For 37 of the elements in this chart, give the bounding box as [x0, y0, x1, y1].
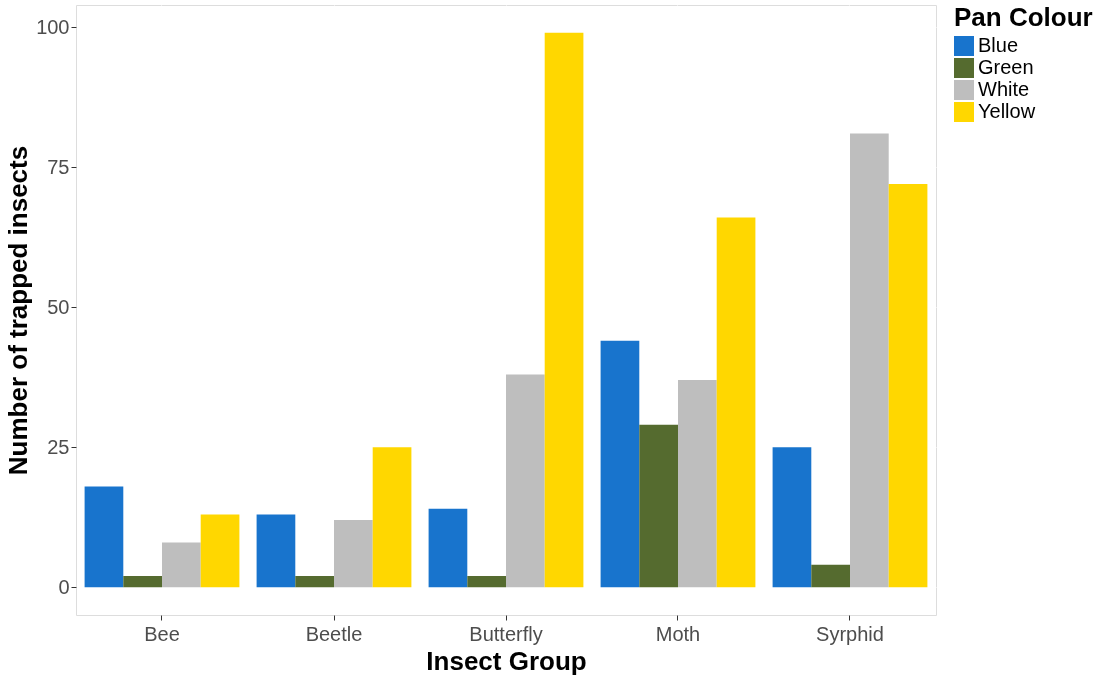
bar	[200, 514, 240, 588]
bar	[506, 374, 545, 588]
y-tick-label: 75	[47, 155, 70, 178]
bar	[772, 447, 812, 588]
bar	[256, 514, 296, 588]
bar	[678, 380, 717, 588]
bar	[334, 520, 373, 588]
x-tick-label: Syrphid	[816, 622, 884, 645]
legend-label: Yellow	[978, 100, 1036, 122]
legend-title: Pan Colour	[954, 2, 1093, 32]
x-tick-label: Moth	[655, 622, 701, 645]
y-tick-label: 25	[47, 435, 70, 458]
bar	[600, 340, 640, 588]
bar	[84, 486, 124, 588]
bar	[372, 447, 412, 588]
bar	[123, 576, 162, 588]
bar	[428, 508, 468, 588]
legend-label: Green	[978, 56, 1034, 78]
x-axis-title: Insect Group	[426, 645, 587, 676]
bar	[295, 576, 334, 588]
legend-label: White	[978, 78, 1030, 100]
y-tick-label: 0	[58, 575, 70, 598]
bar	[544, 32, 584, 588]
y-tick-label: 50	[47, 295, 70, 318]
bar	[888, 183, 928, 588]
y-tick-label: 100	[36, 15, 70, 38]
y-axis-title: Number of trapped insects	[3, 145, 34, 476]
bar	[162, 542, 201, 588]
bar	[716, 217, 756, 588]
legend-label: Blue	[978, 34, 1019, 56]
bar	[639, 424, 678, 588]
x-tick-label: Bee	[144, 622, 180, 645]
bar	[811, 564, 850, 588]
bar	[850, 133, 889, 588]
bar	[467, 576, 506, 588]
x-tick-label: Beetle	[305, 622, 363, 645]
x-tick-label: Butterfly	[469, 622, 543, 645]
